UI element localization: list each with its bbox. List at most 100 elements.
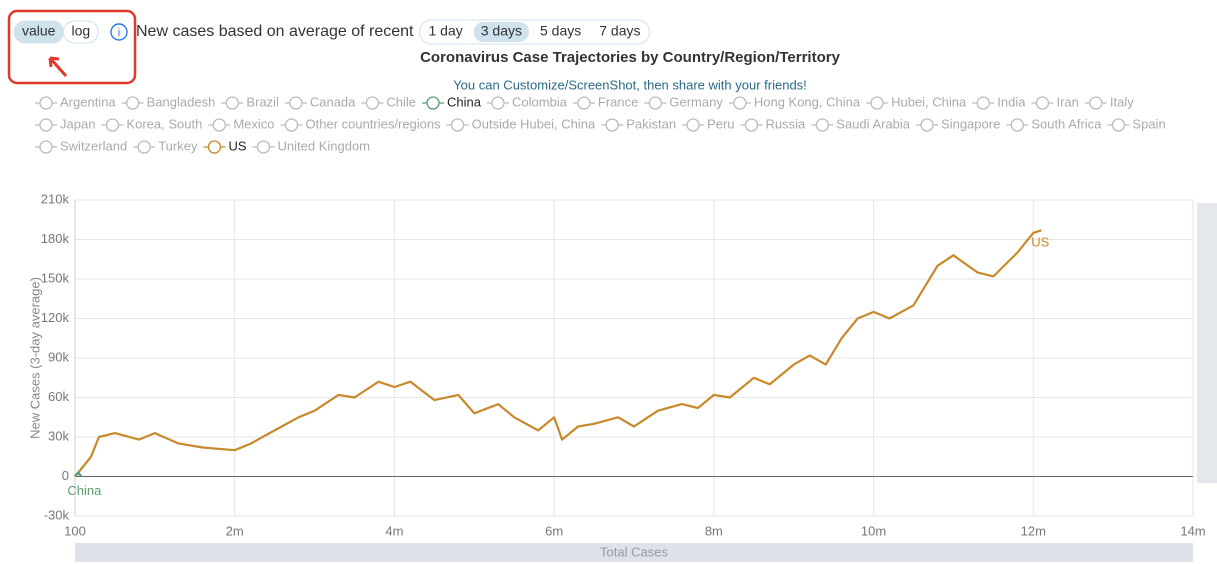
- legend-item[interactable]: Canada: [284, 94, 356, 110]
- average-option-label: 5 days: [540, 23, 581, 39]
- x-tick-label: 12m: [1021, 523, 1046, 538]
- average-option-label: 3 days: [481, 23, 522, 39]
- legend-label: Iran: [1056, 94, 1078, 109]
- y-tick-label: -30k: [44, 507, 70, 522]
- legend-item[interactable]: Chile: [361, 94, 416, 110]
- legend-item[interactable]: Iran: [1031, 94, 1079, 110]
- legend-item[interactable]: Pakistan: [601, 116, 676, 132]
- legend-icon: [137, 140, 151, 154]
- legend-label: Turkey: [158, 138, 198, 153]
- legend-icon: [284, 118, 299, 132]
- legend-label: Korea, South: [126, 116, 202, 131]
- arrow: [48, 56, 68, 77]
- legend-label: Italy: [1110, 94, 1134, 109]
- legend-label: France: [598, 94, 638, 109]
- legend-icon: [256, 140, 271, 154]
- legend-icon: [126, 96, 140, 110]
- x-tick-label: 2m: [226, 523, 244, 538]
- legend-label: Argentina: [60, 94, 116, 109]
- legend-label: Peru: [707, 116, 734, 131]
- legend-item[interactable]: Germany: [644, 94, 723, 110]
- legend-item[interactable]: Italy: [1084, 94, 1134, 110]
- legend-item[interactable]: Hubei, China: [866, 94, 967, 110]
- legend-label: India: [997, 94, 1026, 109]
- legend-icon: [365, 96, 380, 110]
- scale-option[interactable]: [62, 20, 99, 44]
- legend-label: Bangladesh: [147, 94, 216, 109]
- chart-title: Coronavirus Case Trajectories by Country…: [420, 49, 840, 66]
- legend-icon: [450, 118, 465, 132]
- legend-item[interactable]: Outside Hubei, China: [446, 116, 596, 132]
- legend-icon: [1089, 96, 1103, 110]
- legend-label: Spain: [1132, 116, 1165, 131]
- average-option-label: 1 day: [429, 23, 463, 39]
- legend-item[interactable]: Turkey: [133, 138, 198, 154]
- x-tick-label: 100: [64, 523, 86, 538]
- legend-item[interactable]: Mexico: [208, 116, 275, 132]
- legend-icon: [212, 118, 226, 132]
- legend-icon: [225, 96, 239, 110]
- x-tick-label: 8m: [705, 523, 723, 538]
- legend-item[interactable]: France: [572, 94, 638, 110]
- y-axis-label: New Cases (3-day average): [27, 277, 42, 439]
- legend-item[interactable]: Korea, South: [101, 116, 202, 132]
- legend-item[interactable]: Bangladesh: [121, 94, 216, 110]
- legend-item[interactable]: Colombia: [486, 94, 568, 110]
- series-line: [74, 471, 83, 478]
- legend-icon: [491, 96, 505, 110]
- legend-icon: [1035, 96, 1050, 110]
- legend-item[interactable]: United Kingdom: [252, 138, 371, 154]
- legend-icon: [39, 140, 53, 154]
- y-tick-label: 210k: [41, 191, 70, 206]
- legend-item[interactable]: Singapore: [916, 116, 1000, 132]
- legend-item[interactable]: Other countries/regions: [280, 116, 442, 132]
- legend-item[interactable]: Russia: [740, 116, 807, 132]
- legend-item[interactable]: Peru: [682, 116, 735, 132]
- legend-item[interactable]: Japan: [35, 116, 95, 132]
- legend-label: Mexico: [233, 116, 274, 131]
- series-line: [74, 229, 1042, 478]
- legend-label: Outside Hubei, China: [472, 116, 596, 131]
- average-label: New cases based on average of recent: [136, 23, 414, 40]
- legend-item[interactable]: India: [972, 94, 1026, 110]
- legend-item[interactable]: US: [203, 138, 247, 154]
- legend-icon: [744, 118, 759, 132]
- legend-item[interactable]: Argentina: [35, 94, 116, 110]
- legend-icon: [1010, 118, 1024, 132]
- y-tick-label: 120k: [41, 310, 70, 325]
- legend-label: Brazil: [246, 94, 279, 109]
- legend-item[interactable]: Switzerland: [35, 138, 127, 154]
- y-tick-label: 60k: [48, 389, 69, 404]
- zoom-slider[interactable]: [75, 543, 1193, 562]
- legend-item[interactable]: Saudi Arabia: [811, 116, 911, 132]
- legend-icon: [920, 118, 934, 132]
- scrollbar[interactable]: [1197, 203, 1217, 483]
- x-tick-label: 6m: [545, 523, 563, 538]
- y-tick-label: 180k: [41, 231, 70, 246]
- legend-label: Chile: [386, 94, 416, 109]
- legend-label: Colombia: [512, 94, 568, 109]
- legend-icon: [207, 140, 222, 154]
- legend-item[interactable]: Hong Kong, China: [728, 94, 861, 110]
- legend-label: Hubei, China: [891, 94, 967, 109]
- legend-item[interactable]: South Africa: [1006, 116, 1102, 132]
- average-option-group[interactable]: [419, 19, 650, 45]
- legend-item[interactable]: China: [422, 94, 482, 110]
- legend-icon: [1111, 118, 1126, 132]
- legend-icon: [976, 96, 990, 110]
- average-option-selected[interactable]: [473, 22, 529, 42]
- info-icon[interactable]: [110, 23, 128, 41]
- legend-icon: [648, 96, 663, 110]
- legend-icon: [605, 118, 619, 132]
- legend-icon: [105, 118, 120, 132]
- x-tick-label: 4m: [385, 523, 403, 538]
- y-tick-label: 90k: [48, 349, 69, 364]
- legend-icon: [426, 96, 440, 110]
- info-i: i: [118, 27, 120, 39]
- legend-icon: [870, 96, 884, 110]
- chart-subtitle: You can Customize/ScreenShot, then share…: [453, 77, 807, 92]
- legend-item[interactable]: Spain: [1107, 116, 1166, 132]
- legend-label: Russia: [766, 116, 807, 131]
- legend-item[interactable]: Brazil: [221, 94, 279, 110]
